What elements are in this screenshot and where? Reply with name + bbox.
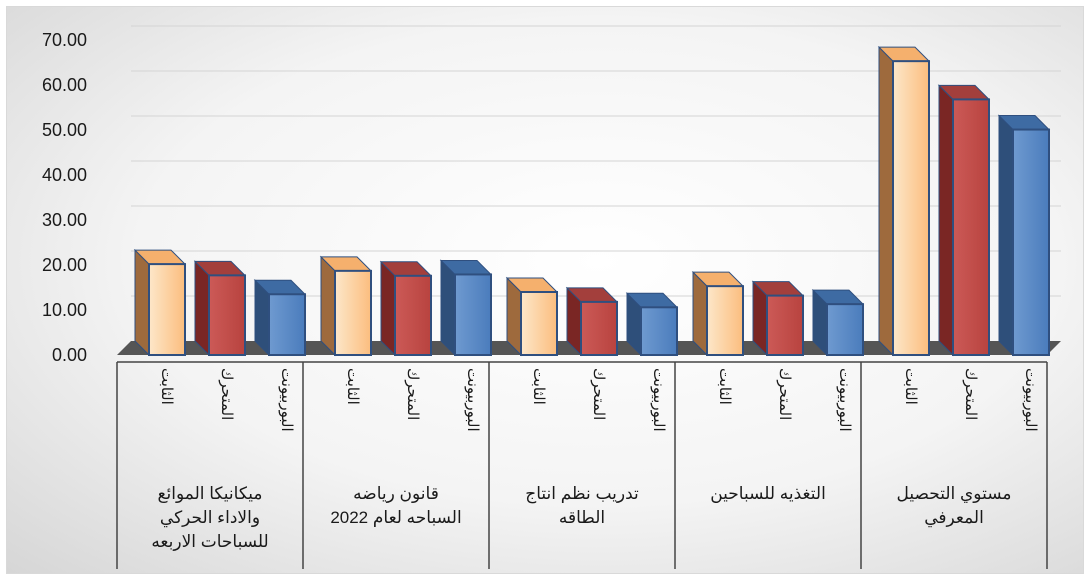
series-tick-label: المتحرك	[962, 368, 979, 420]
y-tick-label: 60.00	[42, 75, 87, 95]
bar-side	[440, 259, 456, 357]
bar-front	[766, 294, 804, 357]
bar-2-2	[379, 260, 433, 357]
y-tick-label: 40.00	[42, 165, 87, 185]
bar-5-2	[937, 84, 991, 357]
series-tick-label: الثابت	[530, 368, 547, 405]
bar-front	[580, 300, 618, 356]
y-axis: 0.00 10.00 20.00 30.00 40.00 50.00 60.00 70.00	[42, 30, 87, 365]
bar-3-1	[505, 276, 559, 357]
series-tick-label: الثابت	[158, 368, 175, 405]
bar-1-3	[253, 279, 307, 357]
series-tick-label: البوربيونت	[278, 368, 295, 432]
category-label: للسباحات الاربعه	[151, 532, 268, 551]
y-tick-label: 50.00	[42, 120, 87, 140]
chart-frame: 0.00 10.00 20.00 30.00 40.00 50.00 60.00 70.00 …	[6, 6, 1084, 574]
bar-5-1	[877, 45, 931, 357]
bar-3-3	[625, 292, 679, 357]
category-label: المعرفي	[924, 508, 984, 528]
bar-front	[394, 274, 432, 356]
bar-front	[952, 98, 990, 357]
series-tick-label: البوربيونت	[464, 368, 481, 432]
bar-side	[194, 260, 210, 357]
bar-2-1	[319, 255, 373, 357]
bar-side	[134, 248, 150, 357]
bar-front	[706, 285, 744, 356]
bar-side	[938, 84, 954, 357]
x-axis: الثابت المتحرك البوربيونت ميكانيكا الموائع و…	[116, 361, 1048, 569]
bar-front	[520, 291, 558, 356]
bar-5-3	[997, 114, 1051, 357]
bar-front	[826, 303, 864, 356]
bar-front	[640, 306, 678, 356]
bar-3-2	[565, 286, 619, 357]
bar-4-1	[691, 270, 745, 357]
series-tick-label: البوربيونت	[1022, 368, 1039, 432]
series-tick-label: المتحرك	[590, 368, 607, 420]
bar-side	[320, 255, 336, 357]
series-tick-label: البوربيونت	[650, 368, 667, 432]
category-label: السباحه لعام 2022	[330, 508, 461, 527]
bar-front	[454, 273, 492, 357]
y-tick-label: 20.00	[42, 255, 87, 275]
y-tick-label: 30.00	[42, 210, 87, 230]
bar-1-2	[193, 260, 247, 357]
bar-front	[208, 274, 246, 357]
bar-4-2	[751, 280, 805, 357]
bar-side	[878, 45, 894, 357]
category-label: قانون رياضه	[353, 484, 439, 503]
bar-front	[148, 263, 186, 357]
series-tick-label: البوربيونت	[836, 368, 853, 432]
bar-side	[380, 260, 396, 357]
bar-4-3	[811, 288, 865, 357]
series-tick-label: الثابت	[902, 368, 919, 405]
gridlines	[131, 25, 1061, 297]
series-tick-label: الثابت	[716, 368, 733, 405]
bar-front	[268, 293, 306, 356]
series-tick-label: المتحرك	[218, 368, 235, 420]
category-label: تدريب نظم انتاج	[525, 484, 639, 504]
y-tick-label: 70.00	[42, 30, 87, 50]
category-label: الطاقه	[559, 508, 605, 527]
bar-front	[334, 269, 372, 357]
bar-front	[892, 60, 930, 357]
category-label: مستوي التحصيل	[897, 484, 1012, 504]
series-tick-label: المتحرك	[404, 368, 421, 420]
bar-side	[998, 114, 1014, 357]
series-tick-label: المتحرك	[776, 368, 793, 420]
bar-chart: 0.0010.0020.0030.0040.0050.0060.0070.00 …	[42, 25, 1061, 569]
bar-front	[1012, 128, 1050, 356]
category-label: التغذيه للسباحين	[710, 484, 826, 503]
category-label: ميكانيكا الموائع	[158, 484, 263, 504]
y-tick-label: 0.00	[52, 345, 87, 365]
series-tick-label: الثابت	[344, 368, 361, 405]
category-label: والاداء الحركي	[160, 508, 260, 528]
y-tick-label: 10.00	[42, 300, 87, 320]
bar-2-3	[439, 259, 493, 357]
bar-1-1	[133, 248, 187, 357]
bars	[133, 45, 1051, 357]
